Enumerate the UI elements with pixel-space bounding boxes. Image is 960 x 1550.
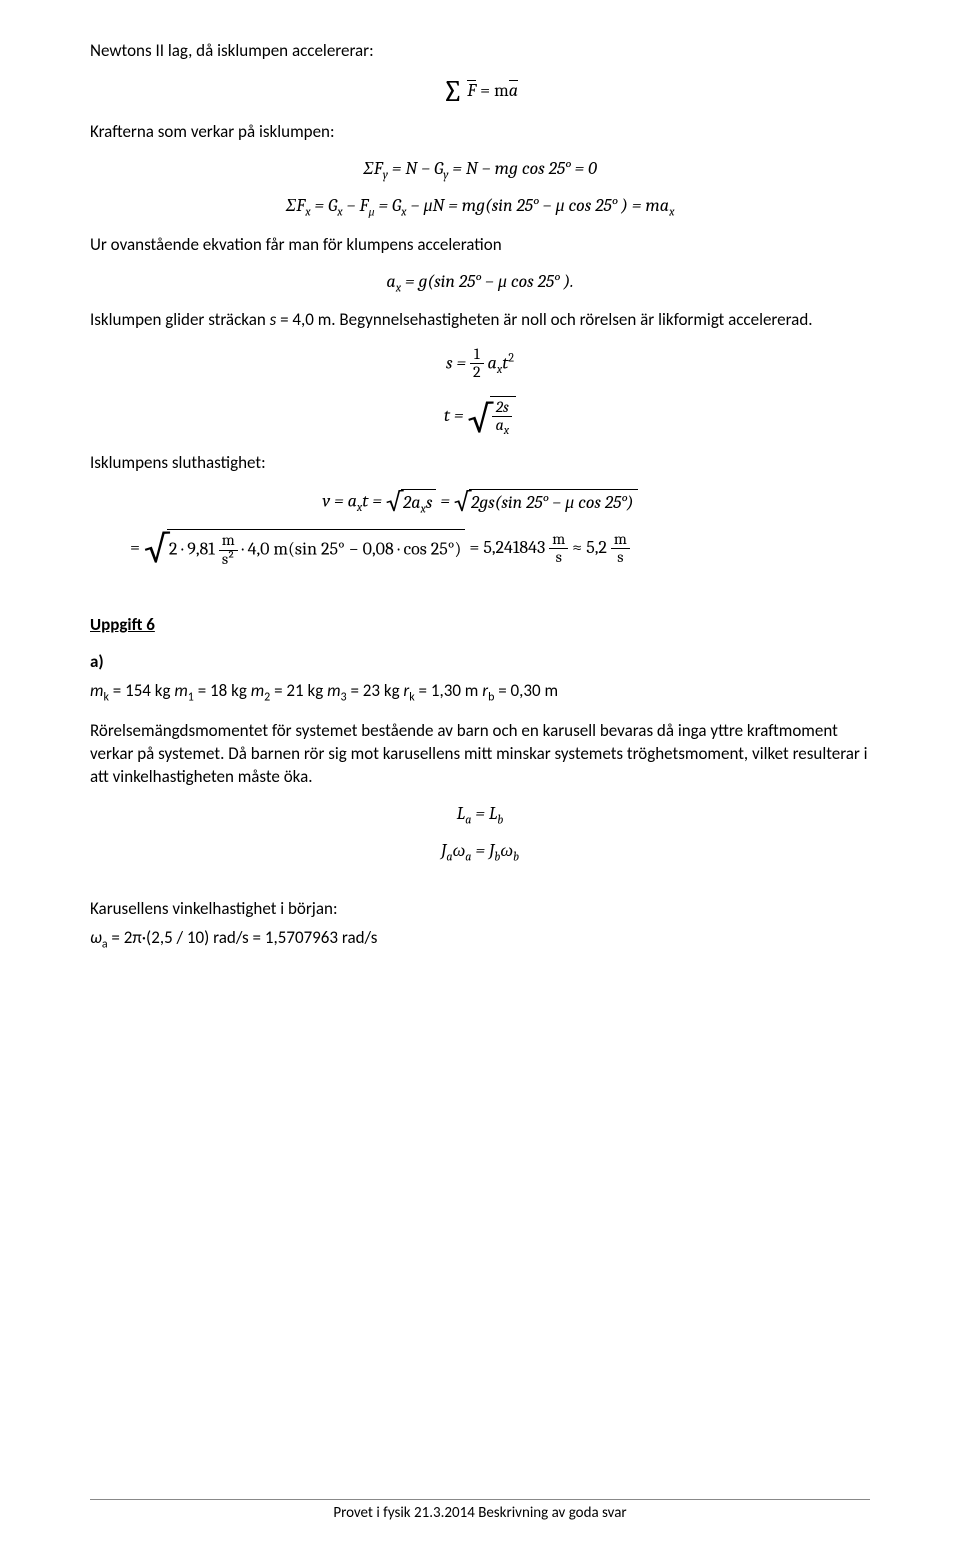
text-newton-law: Newtons II lag, då isklumpen accelererar… <box>90 40 870 63</box>
text-distance: Isklumpen glider sträckan s = 4,0 m. Beg… <box>90 309 870 332</box>
v-mid2: = <box>440 490 454 511</box>
subheading-a: a) <box>90 651 870 674</box>
eq-v-line1: v = axt = √ 2axs = √ 2gs(sin 25° − μ cos… <box>90 489 870 516</box>
ms1-num: m <box>549 531 568 550</box>
ms2b-num: m <box>611 531 630 550</box>
wb: ω <box>500 840 513 861</box>
a-bar: a <box>509 80 518 101</box>
fy-pre: ΣF <box>363 158 383 179</box>
v2-inner-post: · 4,0 m(sin 25° − 0,08 · cos 25°) <box>242 539 462 560</box>
La: L <box>457 803 466 824</box>
fx-r1: = G <box>311 195 338 216</box>
omega-a-val: = 2π·(2,5 / 10) rad/s = 1,5707963 rad/s <box>108 927 378 948</box>
v-mid1: t = <box>362 490 386 511</box>
v2-eq: = 5,241843 <box>469 537 549 558</box>
fx-r4: − μN = mg(sin 25° − μ cos 25° ) = ma <box>407 195 670 216</box>
v2-approx: ≈ 5,2 <box>572 537 611 558</box>
eq-fx: ΣFx = Gx − Fμ = Gx − μN = mg(sin 25° − μ… <box>90 195 870 220</box>
text-angular-momentum: Rörelsemängdsmomentet för systemet bestå… <box>90 720 870 789</box>
page: Newtons II lag, då isklumpen accelererar… <box>0 0 960 1550</box>
eq-s: s = 1 2 axt2 <box>90 346 870 382</box>
ms2-den: s² <box>219 551 238 569</box>
frac-ms-2: m s <box>611 531 630 567</box>
eq-newton-mid: = m <box>476 80 509 101</box>
s-t-sq: 2 <box>508 350 514 364</box>
eq-v-line2: = √ 2 · 9,81 m s² · 4,0 m(sin 25° − 0,08… <box>90 529 870 568</box>
frac-2s-ax: 2s ax <box>492 399 512 438</box>
text-forces: Krafterna som verkar på isklumpen: <box>90 121 870 144</box>
omega-a-sym: ω <box>90 927 102 948</box>
frac-m-s2: m s² <box>219 532 238 568</box>
fy-mid: = N − G <box>388 158 443 179</box>
page-footer: Provet i fysik 21.3.2014 Beskrivning av … <box>90 1499 870 1522</box>
t-den: ax <box>492 417 512 437</box>
s-a: a <box>488 352 497 373</box>
text-initial-angular: Karusellens vinkelhastighet i början: <box>90 898 870 921</box>
fx-r3: = G <box>375 195 402 216</box>
v-sqrt2-inner: 2gs(sin 25° − μ cos 25°) <box>469 489 638 515</box>
text-acceleration: Ur ovanstående ekvation får man för klum… <box>90 234 870 257</box>
half-den: 2 <box>470 364 484 382</box>
ms2b-den: s <box>611 549 630 567</box>
eq-fy: ΣFy = N − Gy = N − mg cos 25° = 0 <box>90 158 870 182</box>
J-mid: = J <box>471 840 494 861</box>
sqrt-v-num: √ 2 · 9,81 m s² · 4,0 m(sin 25° − 0,08 ·… <box>144 529 465 568</box>
sqrt-t: √ 2s ax <box>468 396 517 438</box>
L-mid: = L <box>471 803 497 824</box>
Lb-sub: b <box>497 812 503 826</box>
fx-r2: − F <box>343 195 369 216</box>
text-final-speed: Isklumpens sluthastighet: <box>90 452 870 475</box>
v2-inner-pre: 2 · 9,81 <box>169 539 219 560</box>
ax-a: a <box>386 271 395 292</box>
v2-pre: = <box>130 537 144 558</box>
radical-icon: √ <box>468 400 493 438</box>
v-pre: v = a <box>322 490 357 511</box>
fx-sub4: x <box>669 205 674 219</box>
sigma-symbol: ∑ <box>442 77 463 107</box>
eq-omega-a: ωa = 2π·(2,5 / 10) rad/s = 1,5707963 rad… <box>90 927 870 953</box>
t-pre: t = <box>444 405 468 426</box>
t-num: 2s <box>492 399 512 418</box>
ax-rest: = g(sin 25° − μ cos 25° ). <box>401 271 574 292</box>
eq-newton-ii: ∑ F = ma <box>90 77 870 107</box>
frac-ms-1: m s <box>549 531 568 567</box>
fx-pre: ΣF <box>286 195 306 216</box>
eq-ax: ax = g(sin 25° − μ cos 25° ). <box>90 271 870 295</box>
text-distance-b: = 4,0 m. Begynnelsehastigheten är noll o… <box>276 309 812 330</box>
sqrt-v1: √ 2axs <box>386 489 437 516</box>
s-pre: s = <box>446 352 470 373</box>
half-num: 1 <box>470 346 484 365</box>
wa: ω <box>453 840 466 861</box>
ms2-num: m <box>219 532 238 551</box>
eq-L: La = Lb <box>90 803 870 827</box>
eq-t: t = √ 2s ax <box>90 396 870 438</box>
frac-half: 1 2 <box>470 346 484 382</box>
radical-icon: √ <box>144 530 169 568</box>
wb-sub: b <box>513 850 519 864</box>
eq-Jw: Jaωa = Jbωb <box>90 840 870 864</box>
heading-uppgift-6: Uppgift 6 <box>90 614 870 637</box>
text-distance-a: Isklumpen glider sträckan <box>90 309 270 330</box>
fy-rest2: = N − mg cos 25° = 0 <box>448 158 596 179</box>
f-bar: F <box>467 80 476 101</box>
ms1-den: s <box>549 549 568 567</box>
given-values: mk = 154 kg m1 = 18 kg m2 = 21 kg m3 = 2… <box>90 680 870 706</box>
sqrt-v2: √ 2gs(sin 25° − μ cos 25°) <box>454 489 638 515</box>
